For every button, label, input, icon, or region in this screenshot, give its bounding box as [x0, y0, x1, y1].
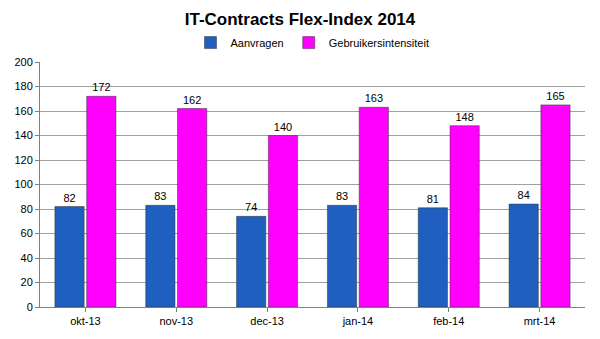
svg-text:82: 82 [63, 192, 75, 204]
svg-text:163: 163 [365, 92, 383, 104]
svg-text:dec-13: dec-13 [250, 315, 284, 327]
svg-text:nov-13: nov-13 [159, 315, 193, 327]
svg-text:140: 140 [14, 129, 32, 141]
svg-text:140: 140 [274, 121, 292, 133]
svg-text:20: 20 [21, 276, 33, 288]
svg-text:feb-14: feb-14 [433, 315, 464, 327]
svg-text:okt-13: okt-13 [70, 315, 101, 327]
svg-text:IT-Contracts Flex-Index 2014: IT-Contracts Flex-Index 2014 [185, 10, 416, 29]
svg-text:jan-14: jan-14 [342, 315, 374, 327]
svg-text:200: 200 [14, 56, 32, 68]
svg-text:74: 74 [245, 201, 257, 213]
svg-text:Gebruikersintensiteit: Gebruikersintensiteit [329, 37, 429, 49]
svg-text:81: 81 [427, 193, 439, 205]
svg-text:160: 160 [14, 105, 32, 117]
svg-text:172: 172 [92, 81, 110, 93]
svg-text:120: 120 [14, 154, 32, 166]
svg-text:162: 162 [183, 94, 201, 106]
svg-text:180: 180 [14, 80, 32, 92]
svg-text:80: 80 [21, 203, 33, 215]
svg-text:0: 0 [27, 301, 33, 313]
svg-text:60: 60 [21, 227, 33, 239]
svg-text:83: 83 [336, 190, 348, 202]
svg-text:148: 148 [455, 111, 473, 123]
svg-text:40: 40 [21, 252, 33, 264]
svg-text:83: 83 [154, 190, 166, 202]
svg-text:100: 100 [14, 178, 32, 190]
svg-text:84: 84 [518, 189, 530, 201]
svg-text:165: 165 [546, 90, 564, 102]
svg-text:Aanvragen: Aanvragen [231, 37, 284, 49]
svg-text:mrt-14: mrt-14 [524, 315, 556, 327]
